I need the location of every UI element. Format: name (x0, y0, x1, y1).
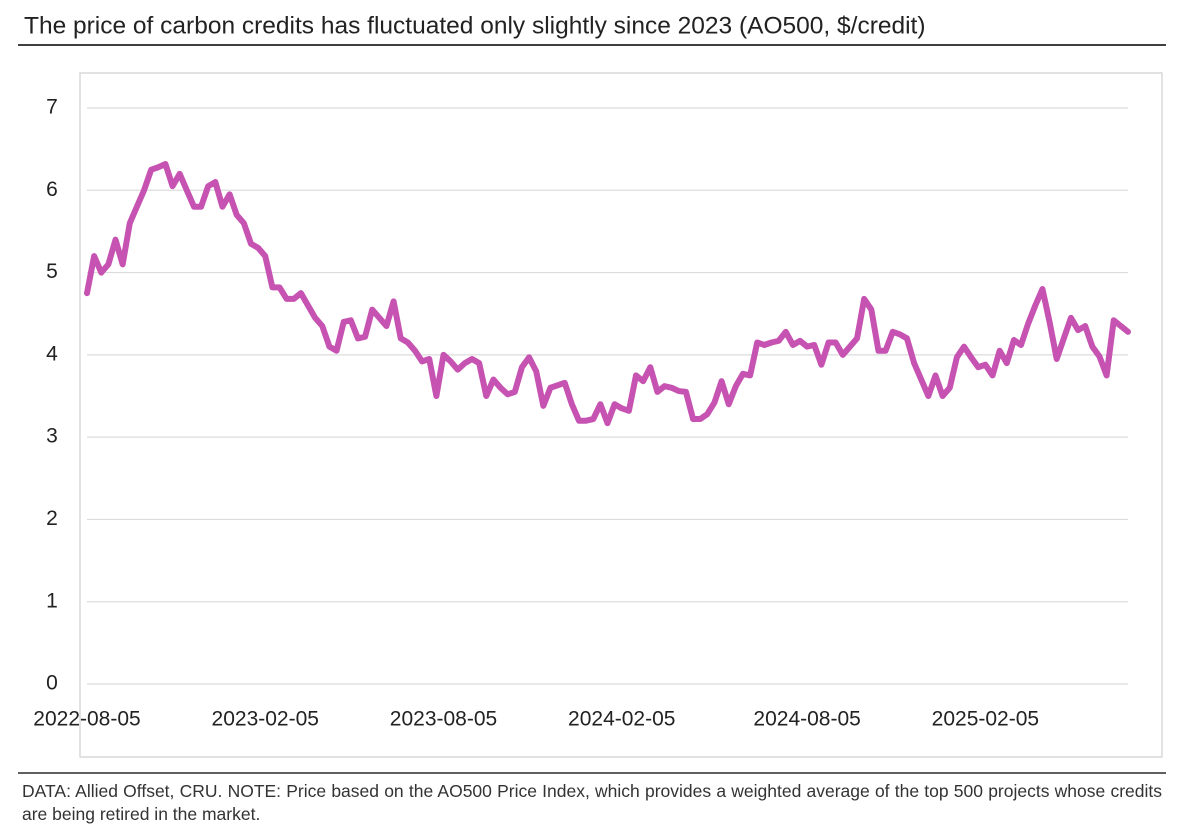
x-tick-label: 2024-08-05 (753, 708, 860, 731)
y-tick-label: 5 (46, 260, 58, 283)
y-tick-label: 7 (46, 96, 58, 119)
x-tick-label: 2022-08-05 (33, 708, 140, 731)
x-tick-label: 2023-02-05 (212, 708, 319, 731)
footnote: DATA: Allied Offset, CRU. NOTE: Price ba… (22, 781, 1162, 824)
plot-frame (79, 72, 1163, 758)
y-tick-label: 3 (46, 425, 58, 448)
y-tick-label: 4 (46, 342, 58, 365)
chart-title: The price of carbon credits has fluctuat… (24, 12, 926, 39)
y-tick-label: 6 (46, 178, 58, 201)
x-tick-label: 2023-08-05 (390, 708, 497, 731)
price-line (84, 160, 1131, 427)
x-tick-label: 2025-02-05 (932, 708, 1039, 731)
y-tick-label: 2 (46, 507, 58, 530)
y-tick-label: 0 (46, 672, 58, 695)
x-tick-label: 2024-02-05 (568, 708, 675, 731)
y-tick-label: 1 (46, 589, 58, 612)
